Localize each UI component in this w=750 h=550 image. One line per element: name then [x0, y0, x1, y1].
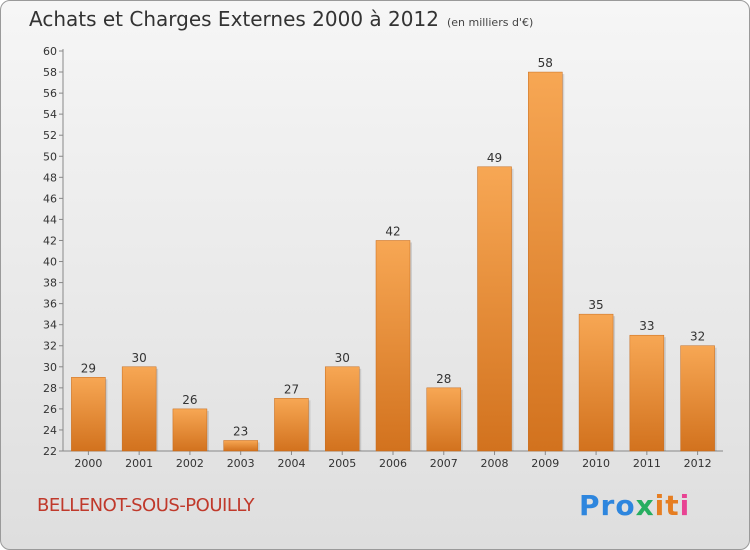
- y-tick-label: 42: [43, 234, 57, 247]
- y-tick-label: 26: [43, 403, 57, 416]
- x-tick-label: 2005: [328, 457, 356, 470]
- data-label: 27: [284, 382, 299, 396]
- x-tick-label: 2001: [125, 457, 153, 470]
- bar-2003: [223, 440, 258, 452]
- bar-2000: [71, 377, 106, 452]
- y-tick-label: 38: [43, 277, 57, 290]
- data-label: 28: [436, 372, 451, 386]
- logo-part-2: x: [635, 489, 655, 522]
- y-tick-label: 58: [43, 66, 57, 79]
- commune-name: BELLENOT-SOUS-POUILLY: [37, 495, 254, 516]
- logo-part-1: Pro: [579, 489, 636, 522]
- logo-part-3: it: [654, 489, 680, 522]
- logo-part-4: i: [679, 489, 691, 522]
- x-tick-label: 2010: [582, 457, 610, 470]
- y-tick-label: 36: [43, 298, 57, 311]
- x-tick-label: 2000: [74, 457, 102, 470]
- y-tick-label: 54: [43, 108, 57, 121]
- x-tick-label: 2004: [277, 457, 305, 470]
- bar-2001: [121, 366, 157, 452]
- chart-unit: (en milliers d'€): [446, 16, 534, 29]
- y-tick-label: 52: [43, 129, 57, 142]
- bar-2007: [426, 387, 462, 452]
- x-tick-label: 2012: [684, 457, 712, 470]
- x-tick-label: 2002: [176, 457, 204, 470]
- x-tick-label: 2007: [430, 457, 458, 470]
- y-tick-label: 28: [43, 382, 57, 395]
- bar-2010: [578, 313, 614, 452]
- bar-2008: [477, 166, 512, 452]
- y-tick-label: 50: [43, 150, 57, 163]
- axes: 22 24 26 28 30 32 34 36 38 40 42 44 46 48 50 52 54 56 58 60…: [43, 45, 723, 470]
- data-label: 35: [588, 298, 603, 312]
- y-tick-label: 44: [43, 213, 57, 226]
- y-tick-label: 60: [43, 45, 57, 58]
- x-tick-label: 2006: [379, 457, 407, 470]
- y-tick-label: 40: [43, 256, 57, 269]
- y-tick-label: 56: [43, 87, 57, 100]
- data-label: 30: [132, 351, 147, 365]
- bar-2009: [528, 71, 563, 452]
- data-label: 58: [538, 56, 553, 70]
- bar-2002: [172, 408, 208, 452]
- data-label: 30: [335, 351, 350, 365]
- y-tick-label: 46: [43, 192, 57, 205]
- y-tick-label: 22: [43, 445, 57, 458]
- y-tick-label: 32: [43, 340, 57, 353]
- data-label: 49: [487, 151, 502, 165]
- y-tick-label: 34: [43, 319, 57, 332]
- data-label: 29: [81, 361, 96, 375]
- y-tick-label: 24: [43, 424, 57, 437]
- chart-title-text: Achats et Charges Externes 2000 à 2012: [29, 7, 439, 31]
- x-tick-label: 2011: [633, 457, 661, 470]
- bar-2005: [324, 366, 360, 452]
- bars: 29 30 26 23 27 30 42 28 49 58 35 33 32: [71, 56, 717, 452]
- bar-2004: [274, 398, 309, 452]
- bar-2011: [629, 334, 665, 452]
- y-tick-label: 48: [43, 171, 57, 184]
- bar-2012: [680, 345, 715, 452]
- x-tick-label: 2003: [227, 457, 255, 470]
- chart-title: Achats et Charges Externes 2000 à 2012 (e…: [29, 7, 533, 31]
- data-label: 33: [639, 319, 654, 333]
- data-label: 32: [690, 330, 705, 344]
- y-tick-label: 30: [43, 361, 57, 374]
- x-tick-label: 2009: [531, 457, 559, 470]
- bar-2006: [375, 240, 411, 452]
- data-label: 23: [233, 424, 248, 438]
- data-label: 42: [385, 224, 400, 238]
- data-label: 26: [182, 393, 197, 407]
- x-tick-label: 2008: [481, 457, 509, 470]
- proxiti-logo: Proxiti: [579, 489, 690, 522]
